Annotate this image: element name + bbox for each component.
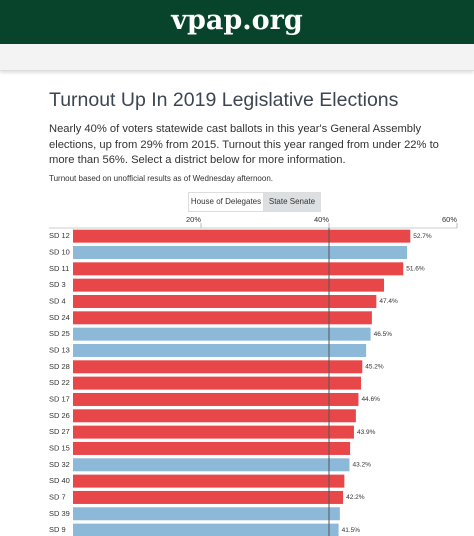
y-tick-label: SD 3 (49, 280, 66, 289)
chart: 20% 40% 60% SD 12 52.7% SD 10 SD 11 51.6% SD 3 SD… (49, 215, 458, 536)
bar (73, 360, 363, 374)
tab-button[interactable]: State Senate (263, 192, 321, 212)
x-tick-label: 20% (186, 215, 201, 224)
note: Turnout based on unofficial results as o… (49, 174, 273, 183)
bar (73, 229, 411, 243)
bar (73, 278, 385, 292)
y-tick-label: SD 9 (49, 525, 66, 534)
intro-text: Nearly 40% of voters statewide cast ball… (49, 123, 439, 166)
bar (73, 376, 361, 390)
value-label: 41.5% (342, 527, 361, 534)
y-tick-label: SD 25 (49, 329, 70, 338)
y-tick-label: SD 10 (49, 247, 70, 256)
nav-band (0, 44, 474, 71)
y-tick-label: SD 13 (49, 345, 70, 354)
bar (73, 311, 372, 325)
bar (73, 474, 345, 488)
value-label: 45.2% (365, 364, 384, 371)
bar (73, 523, 339, 536)
tab-button[interactable]: House of Delegates (188, 192, 264, 212)
article-title: Turnout Up In 2019 Legislative Elections (49, 89, 399, 111)
y-tick-label: SD 12 (49, 231, 70, 240)
bar (73, 490, 344, 504)
value-label: 46.5% (374, 331, 393, 338)
bar (73, 294, 377, 308)
y-tick-label: SD 7 (49, 492, 66, 501)
bar (73, 327, 371, 341)
y-tick-label: SD 15 (49, 443, 70, 452)
y-tick-label: SD 26 (49, 411, 70, 420)
x-tick-label: 60% (442, 215, 457, 224)
value-label: 43.9% (357, 429, 376, 436)
y-tick-label: SD 28 (49, 362, 70, 371)
y-tick-label: SD 24 (49, 313, 70, 322)
y-tick-label: SD 39 (49, 509, 70, 518)
y-tick-label: SD 4 (49, 296, 66, 305)
value-label: 42.2% (346, 494, 365, 501)
bar (73, 507, 340, 521)
site-logo[interactable]: vpap.org (0, 0, 474, 44)
y-tick-label: SD 22 (49, 378, 70, 387)
bar (73, 392, 359, 406)
bar (73, 458, 350, 472)
value-label: 43.2% (352, 462, 371, 469)
y-tick-label: SD 40 (49, 476, 70, 485)
y-tick-label: SD 32 (49, 460, 70, 469)
bar (73, 343, 367, 357)
y-tick-label: SD 27 (49, 427, 70, 436)
x-tick-label: 40% (314, 215, 329, 224)
bar (73, 409, 356, 423)
value-label: 51.6% (406, 266, 425, 273)
bar (73, 262, 404, 276)
y-tick-label: SD 17 (49, 394, 70, 403)
bar (73, 441, 351, 455)
value-label: 47.4% (379, 298, 398, 305)
value-label: 52.7% (413, 233, 432, 240)
y-tick-label: SD 11 (49, 264, 69, 273)
bar (73, 245, 408, 259)
value-label: 44.6% (361, 396, 380, 403)
bar (73, 425, 354, 439)
